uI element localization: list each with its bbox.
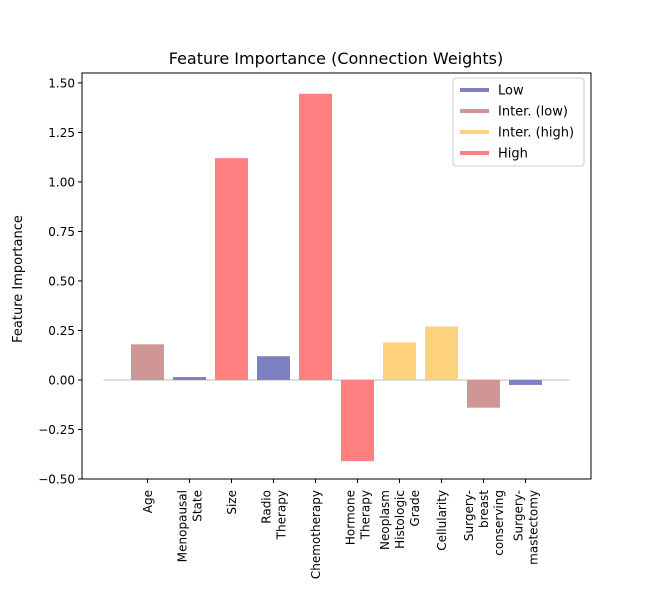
x-tick-label-line: Therapy bbox=[275, 490, 289, 540]
y-axis-ticks: −0.50 −0.25 0.00 0.25 0.50 0.75 1.00 1.25 1.50 bbox=[38, 76, 82, 487]
y-tick-label: 0.50 bbox=[48, 274, 75, 288]
x-tick-label-line: Grade bbox=[408, 490, 422, 527]
legend-label: Inter. (high) bbox=[498, 126, 574, 141]
y-tick-label: 1.00 bbox=[48, 175, 75, 189]
bar bbox=[257, 356, 290, 380]
x-tick-label-line: Hormone bbox=[344, 490, 358, 545]
x-tick-label-line: Histologic bbox=[393, 490, 407, 549]
y-tick-label: 0.75 bbox=[48, 225, 75, 239]
y-tick-label: −0.25 bbox=[38, 423, 75, 437]
x-tick-label-line: Cellularity bbox=[435, 490, 449, 551]
legend: Low Inter. (low) Inter. (high) High bbox=[452, 77, 585, 167]
bar bbox=[467, 379, 500, 408]
x-tick-label-line: Radio bbox=[260, 490, 274, 524]
y-tick-label: 0.25 bbox=[48, 324, 75, 338]
x-tick-label-line: mastectomy bbox=[527, 490, 541, 565]
legend-label: High bbox=[498, 147, 528, 162]
legend-box bbox=[452, 77, 585, 167]
legend-label: Inter. (low) bbox=[498, 105, 568, 120]
x-tick-label: Age bbox=[141, 490, 155, 513]
bar bbox=[215, 158, 248, 380]
x-tick-label: Surgery-breast conserving bbox=[462, 490, 506, 556]
x-tick-label-line: Surgery- bbox=[462, 490, 476, 541]
x-tick-label: Radio Therapy bbox=[260, 490, 289, 540]
bar bbox=[173, 377, 206, 380]
x-tick-label-line: Therapy bbox=[359, 490, 373, 540]
bar bbox=[299, 93, 332, 380]
bar bbox=[341, 379, 374, 462]
y-tick-label: 0.00 bbox=[48, 373, 75, 387]
y-axis-label: Feature Importance bbox=[11, 215, 26, 343]
x-tick-label-line: Menopausal bbox=[176, 490, 190, 562]
bar bbox=[425, 326, 458, 380]
plot-frame bbox=[81, 72, 592, 480]
x-tick-label: Cellularity bbox=[435, 490, 449, 551]
chart-title: Feature Importance (Connection Weights) bbox=[169, 49, 504, 68]
bar bbox=[131, 344, 164, 380]
bar bbox=[509, 379, 542, 385]
x-tick-label: Size bbox=[225, 490, 239, 515]
y-tick-label: −0.50 bbox=[38, 473, 75, 487]
x-tick-label-line: Neoplasm bbox=[378, 490, 392, 550]
y-tick-label: 1.25 bbox=[48, 126, 75, 140]
x-tick-label: Chemotherapy bbox=[309, 490, 323, 579]
x-tick-label: Surgery-mastectomy bbox=[512, 490, 541, 565]
legend-label: Low bbox=[498, 84, 524, 99]
bars bbox=[131, 93, 542, 462]
bar bbox=[383, 342, 416, 380]
x-tick-label: Neoplasm Histologic Grade bbox=[378, 490, 422, 550]
x-tick-label-line: breast bbox=[477, 490, 491, 528]
x-tick-label-line: conserving bbox=[492, 490, 506, 556]
x-tick-label-line: Size bbox=[225, 490, 239, 515]
x-tick-label-line: Chemotherapy bbox=[309, 490, 323, 579]
y-tick-label: 1.50 bbox=[48, 76, 75, 90]
x-tick-label: Menopausal State bbox=[176, 490, 205, 562]
x-tick-label-line: State bbox=[191, 490, 205, 522]
x-tick-label-line: Age bbox=[141, 490, 155, 513]
x-axis-ticks: Age Menopausal State Size Radio Therapy Chemot… bbox=[141, 479, 541, 579]
x-tick-label: Hormone Therapy bbox=[344, 490, 373, 545]
x-tick-label-line: Surgery- bbox=[512, 490, 526, 541]
